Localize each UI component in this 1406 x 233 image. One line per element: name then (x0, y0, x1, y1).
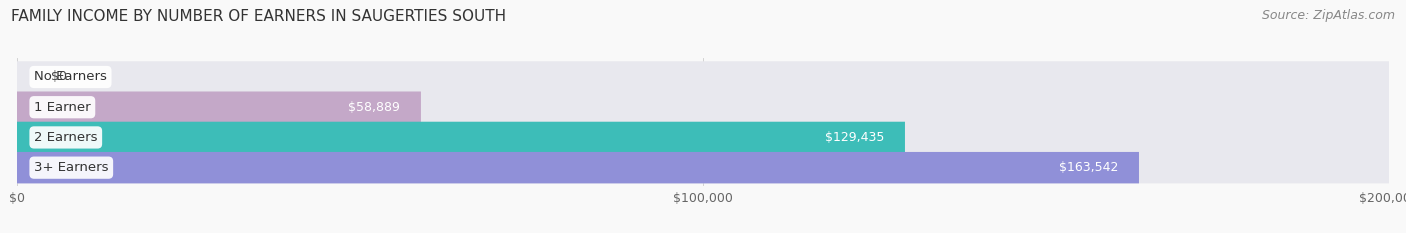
Text: 2 Earners: 2 Earners (34, 131, 97, 144)
Text: $129,435: $129,435 (825, 131, 884, 144)
FancyBboxPatch shape (17, 122, 1389, 153)
FancyBboxPatch shape (17, 61, 1389, 93)
FancyBboxPatch shape (17, 122, 905, 153)
Text: FAMILY INCOME BY NUMBER OF EARNERS IN SAUGERTIES SOUTH: FAMILY INCOME BY NUMBER OF EARNERS IN SA… (11, 9, 506, 24)
Text: $163,542: $163,542 (1059, 161, 1118, 174)
Text: Source: ZipAtlas.com: Source: ZipAtlas.com (1261, 9, 1395, 22)
Text: 3+ Earners: 3+ Earners (34, 161, 108, 174)
Text: 1 Earner: 1 Earner (34, 101, 90, 114)
Text: No Earners: No Earners (34, 71, 107, 83)
Text: $0: $0 (51, 71, 67, 83)
FancyBboxPatch shape (17, 92, 420, 123)
FancyBboxPatch shape (17, 92, 1389, 123)
FancyBboxPatch shape (17, 152, 1389, 183)
FancyBboxPatch shape (17, 152, 1139, 183)
Text: $58,889: $58,889 (349, 101, 401, 114)
